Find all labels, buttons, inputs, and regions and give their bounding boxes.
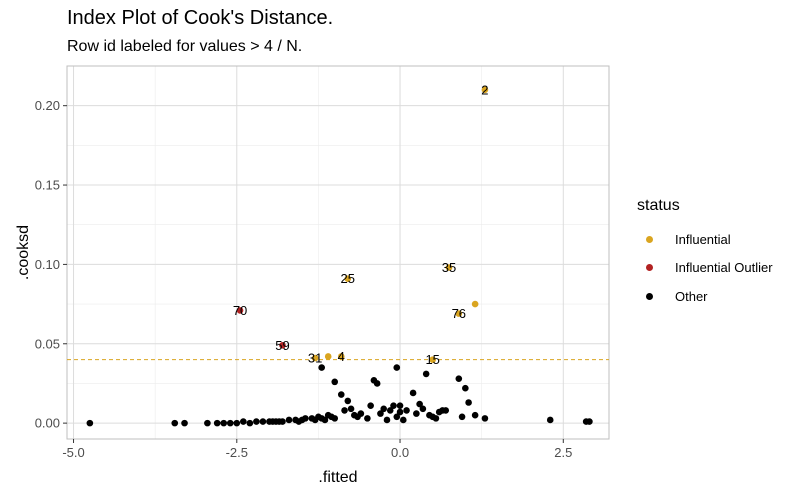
x-axis-title: .fitted xyxy=(318,469,357,486)
data-point-influential xyxy=(311,354,319,362)
data-point-other xyxy=(393,413,401,421)
data-point-other xyxy=(403,407,410,414)
chart-subtitle: Row id labeled for values > 4 / N. xyxy=(67,38,303,55)
y-tick-label: 0.10 xyxy=(35,257,60,272)
data-point-other xyxy=(302,415,309,422)
x-tick-label: -2.5 xyxy=(226,445,248,460)
point-label: 25 xyxy=(341,271,355,286)
data-point-influential xyxy=(481,86,489,94)
data-point-other xyxy=(462,384,469,392)
legend-dot-other xyxy=(646,292,653,300)
data-point-other xyxy=(321,416,329,424)
legend-title: status xyxy=(637,197,680,214)
data-point-other xyxy=(86,419,94,427)
data-point-other xyxy=(331,378,339,386)
data-point-other xyxy=(331,415,339,422)
y-tick-label: 0.05 xyxy=(35,336,60,351)
point-label: 70 xyxy=(233,303,247,318)
y-tick-label: 0.15 xyxy=(35,178,60,193)
data-point-other xyxy=(586,418,593,425)
data-point-other xyxy=(471,411,479,419)
data-point-other xyxy=(393,364,401,371)
data-point-other xyxy=(341,407,348,414)
legend-label-influential: Influential xyxy=(675,231,731,247)
x-tick-label: -5.0 xyxy=(62,445,84,460)
data-point-other xyxy=(259,418,267,425)
panel-border xyxy=(66,65,610,440)
data-point-influential xyxy=(455,310,463,317)
point-label: 4 xyxy=(338,349,345,364)
y-axis-title: .cooksd xyxy=(15,225,32,280)
data-point-other xyxy=(213,419,221,427)
data-point-other xyxy=(465,399,472,406)
legend-dot-influential-outlier xyxy=(646,263,653,271)
data-point-other xyxy=(383,416,391,424)
data-point-other xyxy=(364,415,371,422)
point-label: 15 xyxy=(425,352,439,367)
data-point-influential-outlier xyxy=(279,342,286,349)
data-point-other xyxy=(279,418,286,425)
data-point-other xyxy=(253,418,260,425)
legend-label-other: Other xyxy=(675,288,708,304)
data-point-other xyxy=(546,416,554,424)
data-point-other xyxy=(240,418,247,425)
data-point-other xyxy=(380,405,388,413)
data-point-other xyxy=(344,397,352,405)
data-point-other xyxy=(357,410,365,417)
data-point-other xyxy=(396,402,404,409)
data-point-other xyxy=(171,419,179,427)
data-point-other xyxy=(226,419,234,427)
legend-item-other: Other xyxy=(646,287,708,305)
data-point-other xyxy=(318,364,325,371)
data-point-other xyxy=(416,400,423,408)
x-tick-label: 2.5 xyxy=(554,445,572,460)
data-point-other xyxy=(386,407,394,414)
point-label: 59 xyxy=(275,338,289,353)
data-point-other xyxy=(347,405,355,413)
data-point-other xyxy=(422,370,430,378)
data-point-other xyxy=(220,419,228,427)
data-point-other xyxy=(373,380,381,387)
data-point-other xyxy=(246,419,254,427)
data-point-influential xyxy=(337,353,345,360)
data-point-other xyxy=(367,402,374,409)
data-point-influential xyxy=(344,275,352,282)
data-point-other xyxy=(455,375,463,382)
x-tick-label: 0.0 xyxy=(391,445,409,460)
legend-dot-influential xyxy=(646,235,653,243)
data-point-other xyxy=(419,405,427,413)
data-point-other xyxy=(432,415,440,422)
data-point-other xyxy=(233,419,241,427)
data-point-other xyxy=(181,419,188,427)
data-point-other xyxy=(377,410,384,417)
legend-item-influential-outlier: Influential Outlier xyxy=(646,258,773,276)
data-point-influential xyxy=(324,353,332,360)
y-tick-label: 0.00 xyxy=(35,416,60,431)
data-point-influential xyxy=(429,356,436,363)
y-tick-label: 0.20 xyxy=(35,98,60,113)
legend-label-influential-outlier: Influential Outlier xyxy=(675,259,773,275)
data-point-influential xyxy=(471,300,479,308)
point-label: 76 xyxy=(452,306,466,321)
legend-item-influential: Influential xyxy=(646,230,731,248)
data-point-other xyxy=(413,410,420,417)
point-label: 31 xyxy=(308,351,322,366)
chart-title: Index Plot of Cook's Distance. xyxy=(67,7,334,29)
data-point-other xyxy=(396,408,404,416)
point-label: 2 xyxy=(481,82,488,97)
data-point-other xyxy=(458,413,466,421)
data-point-other xyxy=(409,389,417,397)
data-point-other xyxy=(285,416,293,424)
data-point-other xyxy=(390,402,397,409)
data-point-other xyxy=(204,419,211,427)
data-point-other xyxy=(481,415,489,422)
data-point-other xyxy=(400,416,407,424)
data-point-other xyxy=(337,391,345,398)
data-point-influential-outlier xyxy=(236,307,244,314)
point-label: 35 xyxy=(442,260,456,275)
data-point-influential xyxy=(445,264,453,271)
data-point-other xyxy=(442,407,450,414)
